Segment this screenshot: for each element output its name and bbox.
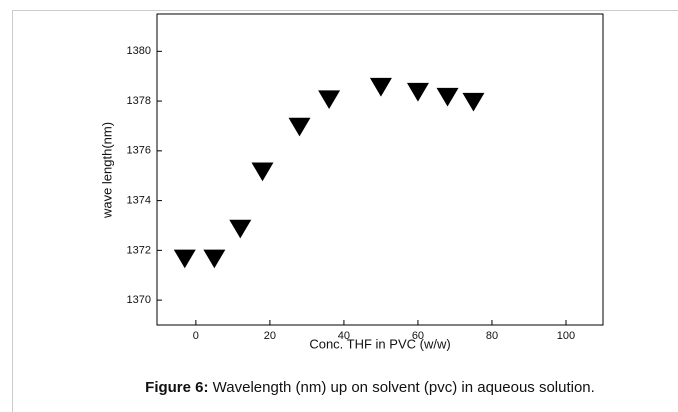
point: [406, 82, 429, 102]
point: [436, 87, 459, 107]
x-tick-label: 0: [193, 330, 199, 342]
point: [288, 117, 311, 137]
point: [229, 219, 252, 239]
x-tick-label: 60: [412, 330, 424, 342]
figure-frame: [12, 10, 678, 412]
y-tick-label: 1370: [127, 294, 151, 306]
y-tick-label: 1376: [127, 145, 151, 157]
y-tick-label: 1378: [127, 95, 151, 107]
caption-label: Figure 6:: [145, 379, 208, 396]
y-tick-label: 1380: [127, 45, 151, 57]
x-axis-label: Conc. THF in PVC (w/w): [309, 336, 450, 351]
point: [318, 90, 341, 110]
point: [369, 77, 392, 97]
x-tick-label: 80: [486, 330, 498, 342]
point: [173, 249, 196, 269]
caption: Figure 6: Wavelength (nm) up on solvent …: [145, 379, 595, 396]
y-tick-label: 1374: [127, 195, 151, 207]
point: [251, 162, 274, 182]
point: [203, 249, 226, 269]
y-axis-label: wave length(nm): [99, 122, 114, 219]
x-tick-label: 100: [557, 330, 575, 342]
point: [462, 92, 485, 112]
x-tick-label: 20: [264, 330, 276, 342]
plot-frame: [156, 13, 604, 326]
caption-text: Wavelength (nm) up on solvent (pvc) in a…: [213, 379, 595, 396]
x-tick-label: 40: [338, 330, 350, 342]
y-tick-label: 1372: [127, 244, 151, 256]
